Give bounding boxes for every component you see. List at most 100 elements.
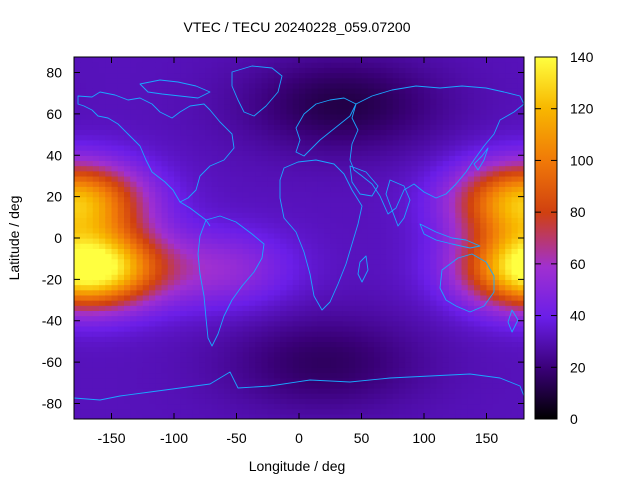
heatmap-cell — [117, 362, 125, 368]
heatmap-cell — [430, 387, 438, 394]
heatmap-cell — [386, 155, 394, 162]
heatmap-cell — [142, 206, 150, 213]
heatmap-cell — [280, 305, 288, 311]
heatmap-cell — [142, 274, 150, 280]
heatmap-cell — [255, 77, 263, 84]
heatmap-cell — [324, 258, 331, 265]
heatmap-cell — [192, 77, 200, 84]
heatmap-cell — [99, 155, 106, 162]
heatmap-cell — [242, 372, 250, 379]
heatmap-cell — [261, 113, 269, 120]
heatmap-cell — [92, 72, 100, 79]
heatmap-cell — [399, 119, 406, 125]
heatmap-cell — [267, 294, 275, 301]
heatmap-cell — [380, 165, 388, 172]
heatmap-cell — [224, 201, 231, 208]
heatmap-cell — [436, 119, 444, 125]
heatmap-cell — [180, 67, 188, 74]
heatmap-cell — [255, 103, 263, 110]
heatmap-cell — [367, 413, 375, 419]
heatmap-cell — [386, 300, 394, 306]
heatmap-cell — [355, 232, 363, 239]
heatmap-cell — [261, 150, 269, 156]
heatmap-cell — [167, 284, 175, 291]
heatmap-cell — [186, 393, 194, 399]
heatmap-cell — [461, 217, 469, 224]
heatmap-cell — [111, 144, 119, 151]
heatmap-cell — [436, 331, 444, 337]
heatmap-cell — [192, 398, 200, 405]
heatmap-cell — [405, 113, 413, 120]
heatmap-cell — [411, 362, 419, 368]
heatmap-cell — [130, 300, 138, 306]
heatmap-cell — [474, 320, 481, 327]
heatmap-cell — [161, 315, 169, 322]
heatmap-cell — [455, 258, 463, 265]
heatmap-cell — [449, 413, 456, 419]
heatmap-cell — [517, 351, 524, 358]
heatmap-cell — [355, 382, 363, 389]
heatmap-cell — [149, 279, 156, 286]
heatmap-cell — [205, 175, 213, 182]
heatmap-cell — [399, 341, 406, 348]
heatmap-cell — [224, 88, 231, 94]
heatmap-cell — [86, 227, 94, 234]
heatmap-cell — [211, 108, 219, 115]
heatmap-cell — [267, 82, 275, 89]
heatmap-cell — [392, 367, 400, 374]
heatmap-cell — [449, 222, 456, 229]
heatmap-cell — [186, 269, 194, 275]
heatmap-cell — [349, 253, 356, 260]
heatmap-cell — [505, 310, 513, 317]
heatmap-cell — [399, 269, 406, 275]
heatmap-cell — [355, 289, 363, 296]
heatmap-cell — [324, 238, 331, 244]
heatmap-cell — [86, 196, 94, 203]
heatmap-cell — [355, 367, 363, 374]
heatmap-cell — [511, 175, 519, 182]
heatmap-cell — [130, 356, 138, 363]
heatmap-cell — [305, 403, 313, 410]
heatmap-cell — [99, 124, 106, 130]
heatmap-cell — [392, 362, 400, 368]
heatmap-cell — [92, 305, 100, 311]
heatmap-cell — [80, 362, 88, 368]
heatmap-cell — [505, 139, 513, 146]
heatmap-cell — [261, 165, 269, 172]
heatmap-cell — [199, 72, 206, 79]
heatmap-cell — [380, 310, 388, 317]
heatmap-cell — [386, 243, 394, 249]
heatmap-cell — [80, 181, 88, 187]
heatmap-cell — [342, 139, 350, 146]
heatmap-cell — [474, 346, 481, 353]
heatmap-cell — [105, 279, 113, 286]
heatmap-cell — [205, 387, 213, 394]
heatmap-cell — [142, 300, 150, 306]
heatmap-cell — [124, 305, 131, 311]
heatmap-cell — [349, 232, 356, 239]
heatmap-cell — [142, 227, 150, 234]
heatmap-cell — [217, 196, 225, 203]
heatmap-cell — [136, 238, 144, 244]
heatmap-cell — [180, 175, 188, 182]
heatmap-cell — [205, 150, 213, 156]
heatmap-cell — [305, 351, 313, 358]
heatmap-cell — [480, 315, 488, 322]
heatmap-cell — [480, 372, 488, 379]
heatmap-cell — [436, 393, 444, 399]
heatmap-cell — [86, 186, 94, 193]
heatmap-cell — [324, 62, 331, 68]
heatmap-cell — [292, 191, 300, 198]
heatmap-cell — [386, 372, 394, 379]
heatmap-cell — [224, 98, 231, 105]
heatmap-cell — [330, 413, 338, 419]
heatmap-cell — [367, 77, 375, 84]
heatmap-cell — [280, 222, 288, 229]
heatmap-cell — [267, 212, 275, 218]
heatmap-cell — [411, 393, 419, 399]
heatmap-cell — [361, 93, 369, 99]
heatmap-cell — [236, 269, 244, 275]
heatmap-cell — [149, 175, 156, 182]
heatmap-cell — [230, 372, 238, 379]
heatmap-cell — [242, 57, 250, 63]
